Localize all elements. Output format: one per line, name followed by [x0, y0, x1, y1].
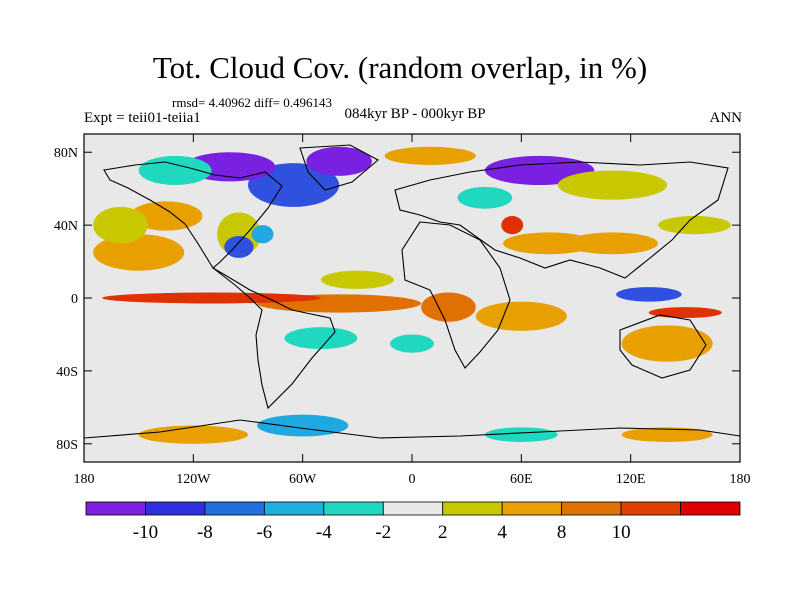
colorbar-box: [561, 501, 622, 516]
coastline-south-america: [212, 267, 336, 410]
anomaly-patch: [557, 170, 668, 200]
colorbar-label: -6: [256, 522, 272, 543]
lat-tick-label: 80N: [54, 146, 78, 161]
colorbar-label: -8: [197, 522, 213, 543]
colorbar-box: [263, 501, 325, 516]
anomaly-patch: [503, 232, 595, 255]
anomaly-patch: [457, 186, 513, 209]
period-label: 084kyr BP - 000kyr BP: [344, 106, 486, 122]
coastline-antarctica: [84, 419, 740, 439]
anomaly-patch: [421, 292, 476, 322]
lat-tick-label: 40S: [56, 365, 78, 380]
colorbar-box: [501, 501, 563, 516]
lon-tick-label: 180: [74, 472, 95, 487]
anomaly-patch: [93, 206, 148, 244]
colorbar-box: [442, 501, 503, 516]
anomaly-patch: [658, 216, 731, 235]
coastline-greenland: [299, 144, 379, 191]
anomaly-patch: [648, 307, 722, 319]
coastline-eurasia: [394, 161, 729, 279]
anomaly-patch: [484, 427, 558, 442]
anomaly-patch: [306, 146, 372, 176]
anomaly-patch: [501, 216, 524, 235]
anomaly-patch: [224, 236, 254, 258]
coastline-africa: [401, 221, 511, 369]
colorbar-box: [680, 501, 741, 516]
lat-tick-label: 40N: [54, 219, 78, 234]
stats-label: rmsd= 4.40962 diff= 0.496143: [172, 95, 332, 110]
colorbar-label: -4: [316, 522, 332, 543]
anomaly-patch: [247, 163, 340, 207]
anomaly-patch: [320, 270, 394, 289]
colorbar: -10 -8 -6 -4 -2 2 4 8 10: [85, 501, 741, 543]
experiment-label: Expt = teii01-teiia1: [84, 110, 201, 126]
coastlines: [84, 144, 740, 439]
anomaly-patch: [566, 232, 658, 255]
lon-tick-label: 60E: [510, 472, 533, 487]
lon-tick-label: 120E: [616, 472, 646, 487]
anomaly-patch: [621, 325, 713, 362]
anomaly-patch: [616, 287, 682, 302]
anomaly-patch: [284, 327, 358, 350]
axis-ticks: 80N 40N 0 40S 80S 180 120W 60W 0 60E 120E 180: [54, 134, 751, 487]
anomaly-patch: [102, 292, 321, 304]
colorbar-label: 2: [438, 522, 448, 543]
anomaly-patch: [384, 146, 476, 165]
colorbar-label: 10: [612, 522, 631, 543]
colorbar-box: [620, 501, 681, 516]
season-label: ANN: [709, 110, 743, 126]
colorbar-label: 8: [557, 522, 567, 543]
lon-tick-label: 60W: [289, 472, 317, 487]
colorbar-box: [323, 501, 384, 516]
colorbar-label: -2: [375, 522, 391, 543]
colorbar-label: 4: [497, 522, 507, 543]
anomaly-patch: [93, 234, 185, 271]
anomaly-patch: [251, 225, 274, 244]
lon-tick-label: 180: [730, 472, 751, 487]
colorbar-label: -10: [133, 522, 158, 543]
coastline-north-america: [103, 161, 283, 269]
colorbar-box: [204, 501, 265, 516]
lat-tick-label: 80S: [56, 438, 78, 453]
colorbar-box: [145, 501, 206, 516]
lon-tick-label: 0: [409, 472, 416, 487]
anomaly-patch: [475, 301, 567, 331]
colorbar-box: [85, 501, 146, 516]
anomaly-patch: [390, 334, 434, 353]
colorbar-box: [382, 501, 444, 516]
anomaly-patches: [93, 146, 731, 444]
map-title: Tot. Cloud Cov. (random overlap, in %): [152, 50, 648, 85]
anomaly-patch: [257, 414, 349, 437]
lon-tick-label: 120W: [176, 472, 211, 487]
coastline-australia: [619, 314, 707, 379]
anomaly-patch: [138, 425, 248, 444]
anomaly-patch: [621, 427, 713, 442]
lat-tick-label: 0: [71, 292, 78, 307]
